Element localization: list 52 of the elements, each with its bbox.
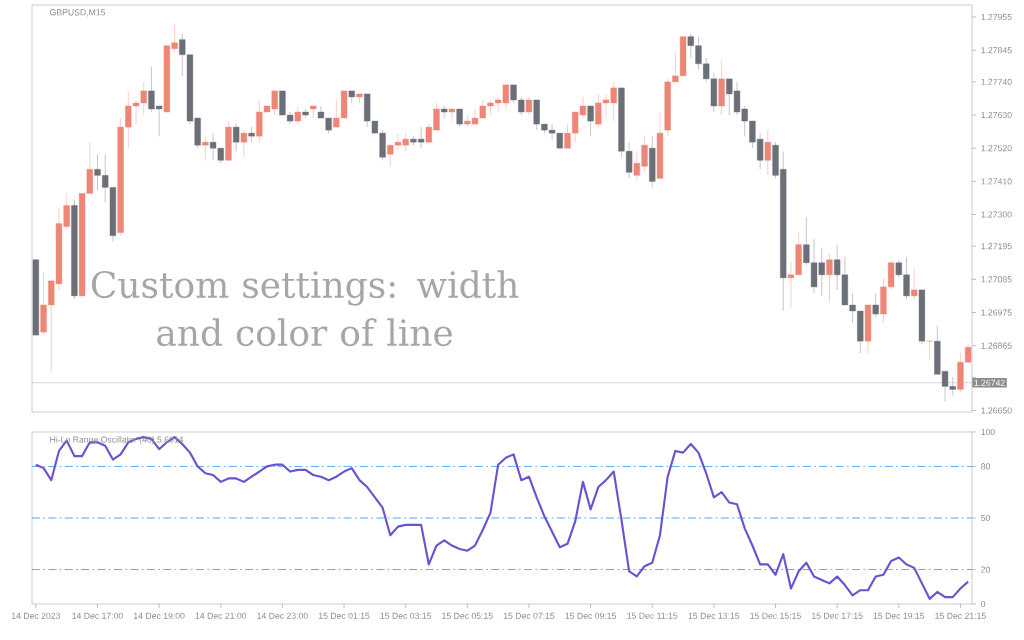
candlestick xyxy=(525,96,533,116)
y-tick-label: 1.27085 xyxy=(981,276,1012,283)
y-tick-label: 80 xyxy=(981,463,991,470)
y-tick-label: 1.27630 xyxy=(981,111,1012,119)
x-tick-label: 14 Dec 21:00 xyxy=(195,612,247,619)
y-tick-label: 1.27410 xyxy=(981,178,1012,185)
candlestick xyxy=(895,259,902,279)
x-tick-label: 15 Dec 19:15 xyxy=(873,612,925,619)
candlestick xyxy=(448,108,456,122)
annotation: Custom settings: width and color of line xyxy=(91,270,519,347)
x-tick-label: 15 Dec 21:15 xyxy=(935,612,986,619)
candlestick xyxy=(687,33,694,59)
x-tick-label: 15 Dec 11:15 xyxy=(627,612,678,619)
candlestick xyxy=(872,292,879,318)
candlestick xyxy=(202,135,209,161)
candlestick xyxy=(233,123,240,152)
y-tick-label: 1.26975 xyxy=(981,309,1012,316)
x-tick-label: 15 Dec 07:15 xyxy=(503,612,555,619)
chart-title: GBPUSD,M15 xyxy=(50,9,106,17)
ref-line-label: 1.26742 xyxy=(974,379,1005,386)
candlestick xyxy=(911,268,918,300)
candlestick xyxy=(294,105,301,125)
candlestick xyxy=(826,253,833,303)
x-tick-label: 15 Dec 15:15 xyxy=(750,612,801,619)
y-tick-label: 20 xyxy=(981,566,991,573)
y-tick-label: 1.26865 xyxy=(981,342,1012,349)
x-tick-label: 15 Dec 17:15 xyxy=(812,612,863,619)
candlestick xyxy=(240,129,248,158)
candlestick xyxy=(903,256,910,300)
candlestick xyxy=(456,108,463,128)
x-tick-label: 14 Dec 2023 xyxy=(11,612,61,619)
x-tick-label: 15 Dec 05:15 xyxy=(442,612,493,619)
x-tick-label: 15 Dec 01:15 xyxy=(318,612,370,619)
x-tick-label: 15 Dec 09:15 xyxy=(565,612,617,619)
candlestick xyxy=(926,340,933,360)
y-tick-label: 1.27740 xyxy=(981,78,1012,85)
y-tick-label: 1.27845 xyxy=(981,47,1012,54)
y-tick-label: 0 xyxy=(981,600,986,608)
y-tick-label: 1.27195 xyxy=(981,243,1012,250)
x-tick-label: 15 Dec 13:15 xyxy=(688,612,740,619)
candlestick xyxy=(764,129,771,176)
x-tick-label: 14 Dec 19:00 xyxy=(134,612,185,619)
x-tick-label: 15 Dec 03:15 xyxy=(380,612,432,619)
candlestick xyxy=(587,105,594,137)
y-tick-label: 100 xyxy=(981,428,995,436)
y-tick-label: 1.27955 xyxy=(981,14,1012,21)
x-tick-label: 14 Dec 23:00 xyxy=(257,612,308,619)
x-tick-label: 14 Dec 17:00 xyxy=(72,612,123,619)
y-tick-label: 50 xyxy=(981,514,991,522)
y-tick-label: 1.27300 xyxy=(981,211,1012,218)
y-tick-label: 1.27520 xyxy=(981,145,1012,152)
y-tick-label: 1.26650 xyxy=(981,407,1012,414)
